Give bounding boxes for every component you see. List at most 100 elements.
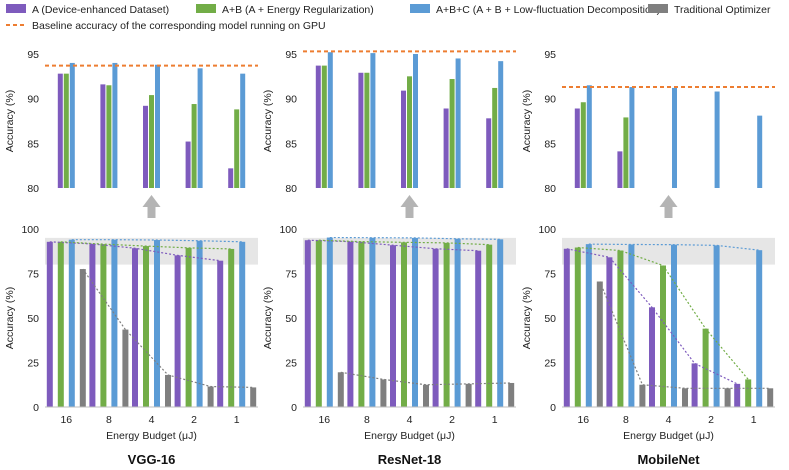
bottom-bar bbox=[337, 372, 344, 407]
bottom-bar bbox=[228, 248, 235, 407]
bottom-bar bbox=[671, 244, 677, 407]
trend-line bbox=[599, 281, 771, 389]
zoom-band bbox=[562, 237, 775, 265]
trend-line bbox=[340, 371, 512, 386]
legend-label-ab: A+B (A + Energy Regularization) bbox=[222, 4, 374, 16]
top-bar bbox=[315, 65, 321, 188]
top-bar bbox=[185, 141, 191, 188]
bottom-bar bbox=[628, 244, 635, 407]
xtick-label: 1 bbox=[751, 414, 757, 426]
top-bar bbox=[364, 72, 370, 188]
xtick-label: 2 bbox=[191, 414, 197, 426]
bottom-bar bbox=[347, 241, 354, 407]
bottom-bar bbox=[423, 384, 429, 407]
bottom-bar bbox=[660, 265, 666, 407]
trend-line bbox=[329, 236, 501, 240]
top-ylabel: Accuracy (%) bbox=[521, 90, 533, 152]
zoom-arrow-icon bbox=[659, 195, 678, 218]
bottom-bar bbox=[165, 374, 171, 407]
legend-swatch-ab bbox=[196, 4, 216, 13]
model-title: MobileNet bbox=[637, 452, 700, 467]
panel-mobilenet: 80 85 90 95 Accuracy (%) 0 25 50 75 100 Accuracy (… bbox=[521, 49, 775, 467]
bottom-ytick-label: 0 bbox=[33, 402, 39, 414]
xtick-label: 8 bbox=[106, 414, 112, 426]
xtick-label: 2 bbox=[708, 414, 714, 426]
bottom-bar bbox=[585, 244, 592, 407]
legend-label-baseline: Baseline accuracy of the corresponding m… bbox=[32, 20, 326, 32]
bottom-ytick-label: 25 bbox=[27, 358, 39, 370]
bottom-bar bbox=[196, 240, 203, 407]
bottom-bar bbox=[412, 237, 418, 407]
bottom-ytick-label: 0 bbox=[550, 402, 556, 414]
trend-line bbox=[71, 239, 243, 243]
top-bar bbox=[63, 73, 69, 188]
top-bar bbox=[155, 64, 160, 188]
bottom-bar bbox=[122, 329, 129, 407]
xtick-label: 8 bbox=[623, 414, 629, 426]
top-ytick-label: 80 bbox=[285, 183, 297, 195]
legend-swatch-abc bbox=[410, 4, 430, 13]
zoom-band bbox=[303, 237, 516, 265]
bottom-bar bbox=[217, 260, 224, 407]
bottom-bar bbox=[691, 363, 698, 407]
trend-line bbox=[60, 241, 232, 250]
top-bar bbox=[443, 108, 449, 188]
top-bar bbox=[149, 95, 154, 188]
bottom-ytick-label: 0 bbox=[291, 402, 297, 414]
xtick-label: 16 bbox=[60, 414, 72, 426]
xtick-label: 1 bbox=[492, 414, 498, 426]
xtick-label: 4 bbox=[407, 414, 413, 426]
top-bar bbox=[486, 118, 492, 188]
model-title: ResNet-18 bbox=[378, 452, 442, 467]
xlabel: Energy Budget (μJ) bbox=[364, 430, 455, 442]
bottom-bar bbox=[574, 247, 581, 407]
xlabel: Energy Budget (μJ) bbox=[106, 430, 197, 442]
top-bar bbox=[370, 53, 376, 189]
xtick-label: 8 bbox=[364, 414, 370, 426]
top-ytick-label: 95 bbox=[27, 49, 39, 61]
bottom-ytick-label: 50 bbox=[285, 313, 297, 325]
bottom-ytick-label: 50 bbox=[27, 313, 39, 325]
bottom-bar bbox=[304, 240, 311, 407]
top-ytick-label: 80 bbox=[544, 183, 556, 195]
bottom-bar bbox=[207, 386, 214, 407]
top-ylabel: Accuracy (%) bbox=[4, 90, 16, 152]
bottom-bar bbox=[563, 248, 570, 407]
top-bar bbox=[498, 61, 504, 188]
bottom-bar bbox=[185, 247, 192, 407]
trend-line bbox=[577, 246, 749, 380]
bottom-ylabel: Accuracy (%) bbox=[262, 287, 274, 349]
top-bar bbox=[234, 109, 240, 188]
top-bar bbox=[197, 68, 203, 188]
top-ytick-label: 85 bbox=[27, 138, 39, 150]
bottom-ytick-label: 25 bbox=[544, 358, 556, 370]
top-ytick-label: 80 bbox=[27, 183, 39, 195]
bottom-bar bbox=[486, 244, 493, 407]
bottom-bar bbox=[682, 388, 688, 407]
top-bar bbox=[672, 87, 677, 188]
bottom-bar bbox=[132, 248, 138, 407]
top-bar bbox=[240, 73, 246, 188]
bottom-bar bbox=[250, 387, 257, 407]
zoom-arrow-icon bbox=[142, 195, 161, 218]
bottom-bar bbox=[617, 250, 624, 407]
bottom-bar bbox=[154, 240, 160, 407]
top-bar bbox=[358, 72, 364, 188]
legend-label-traditional: Traditional Optimizer bbox=[674, 4, 771, 16]
top-bar bbox=[413, 54, 418, 188]
top-bar bbox=[455, 58, 461, 188]
legend-swatch-traditional bbox=[648, 4, 668, 13]
bottom-bar bbox=[639, 384, 646, 407]
top-ytick-label: 90 bbox=[27, 94, 39, 106]
legend-label-abc: A+B+C (A + B + Low-fluctuation Decomposi… bbox=[436, 4, 660, 16]
top-bar bbox=[69, 62, 75, 188]
bottom-ytick-label: 100 bbox=[538, 224, 556, 236]
top-bar bbox=[757, 115, 763, 188]
bottom-bar bbox=[596, 281, 603, 407]
bottom-bar bbox=[649, 307, 655, 407]
bottom-ytick-label: 75 bbox=[544, 269, 556, 281]
bottom-ylabel: Accuracy (%) bbox=[521, 287, 533, 349]
bottom-ytick-label: 100 bbox=[279, 224, 297, 236]
bottom-ytick-label: 75 bbox=[285, 269, 297, 281]
